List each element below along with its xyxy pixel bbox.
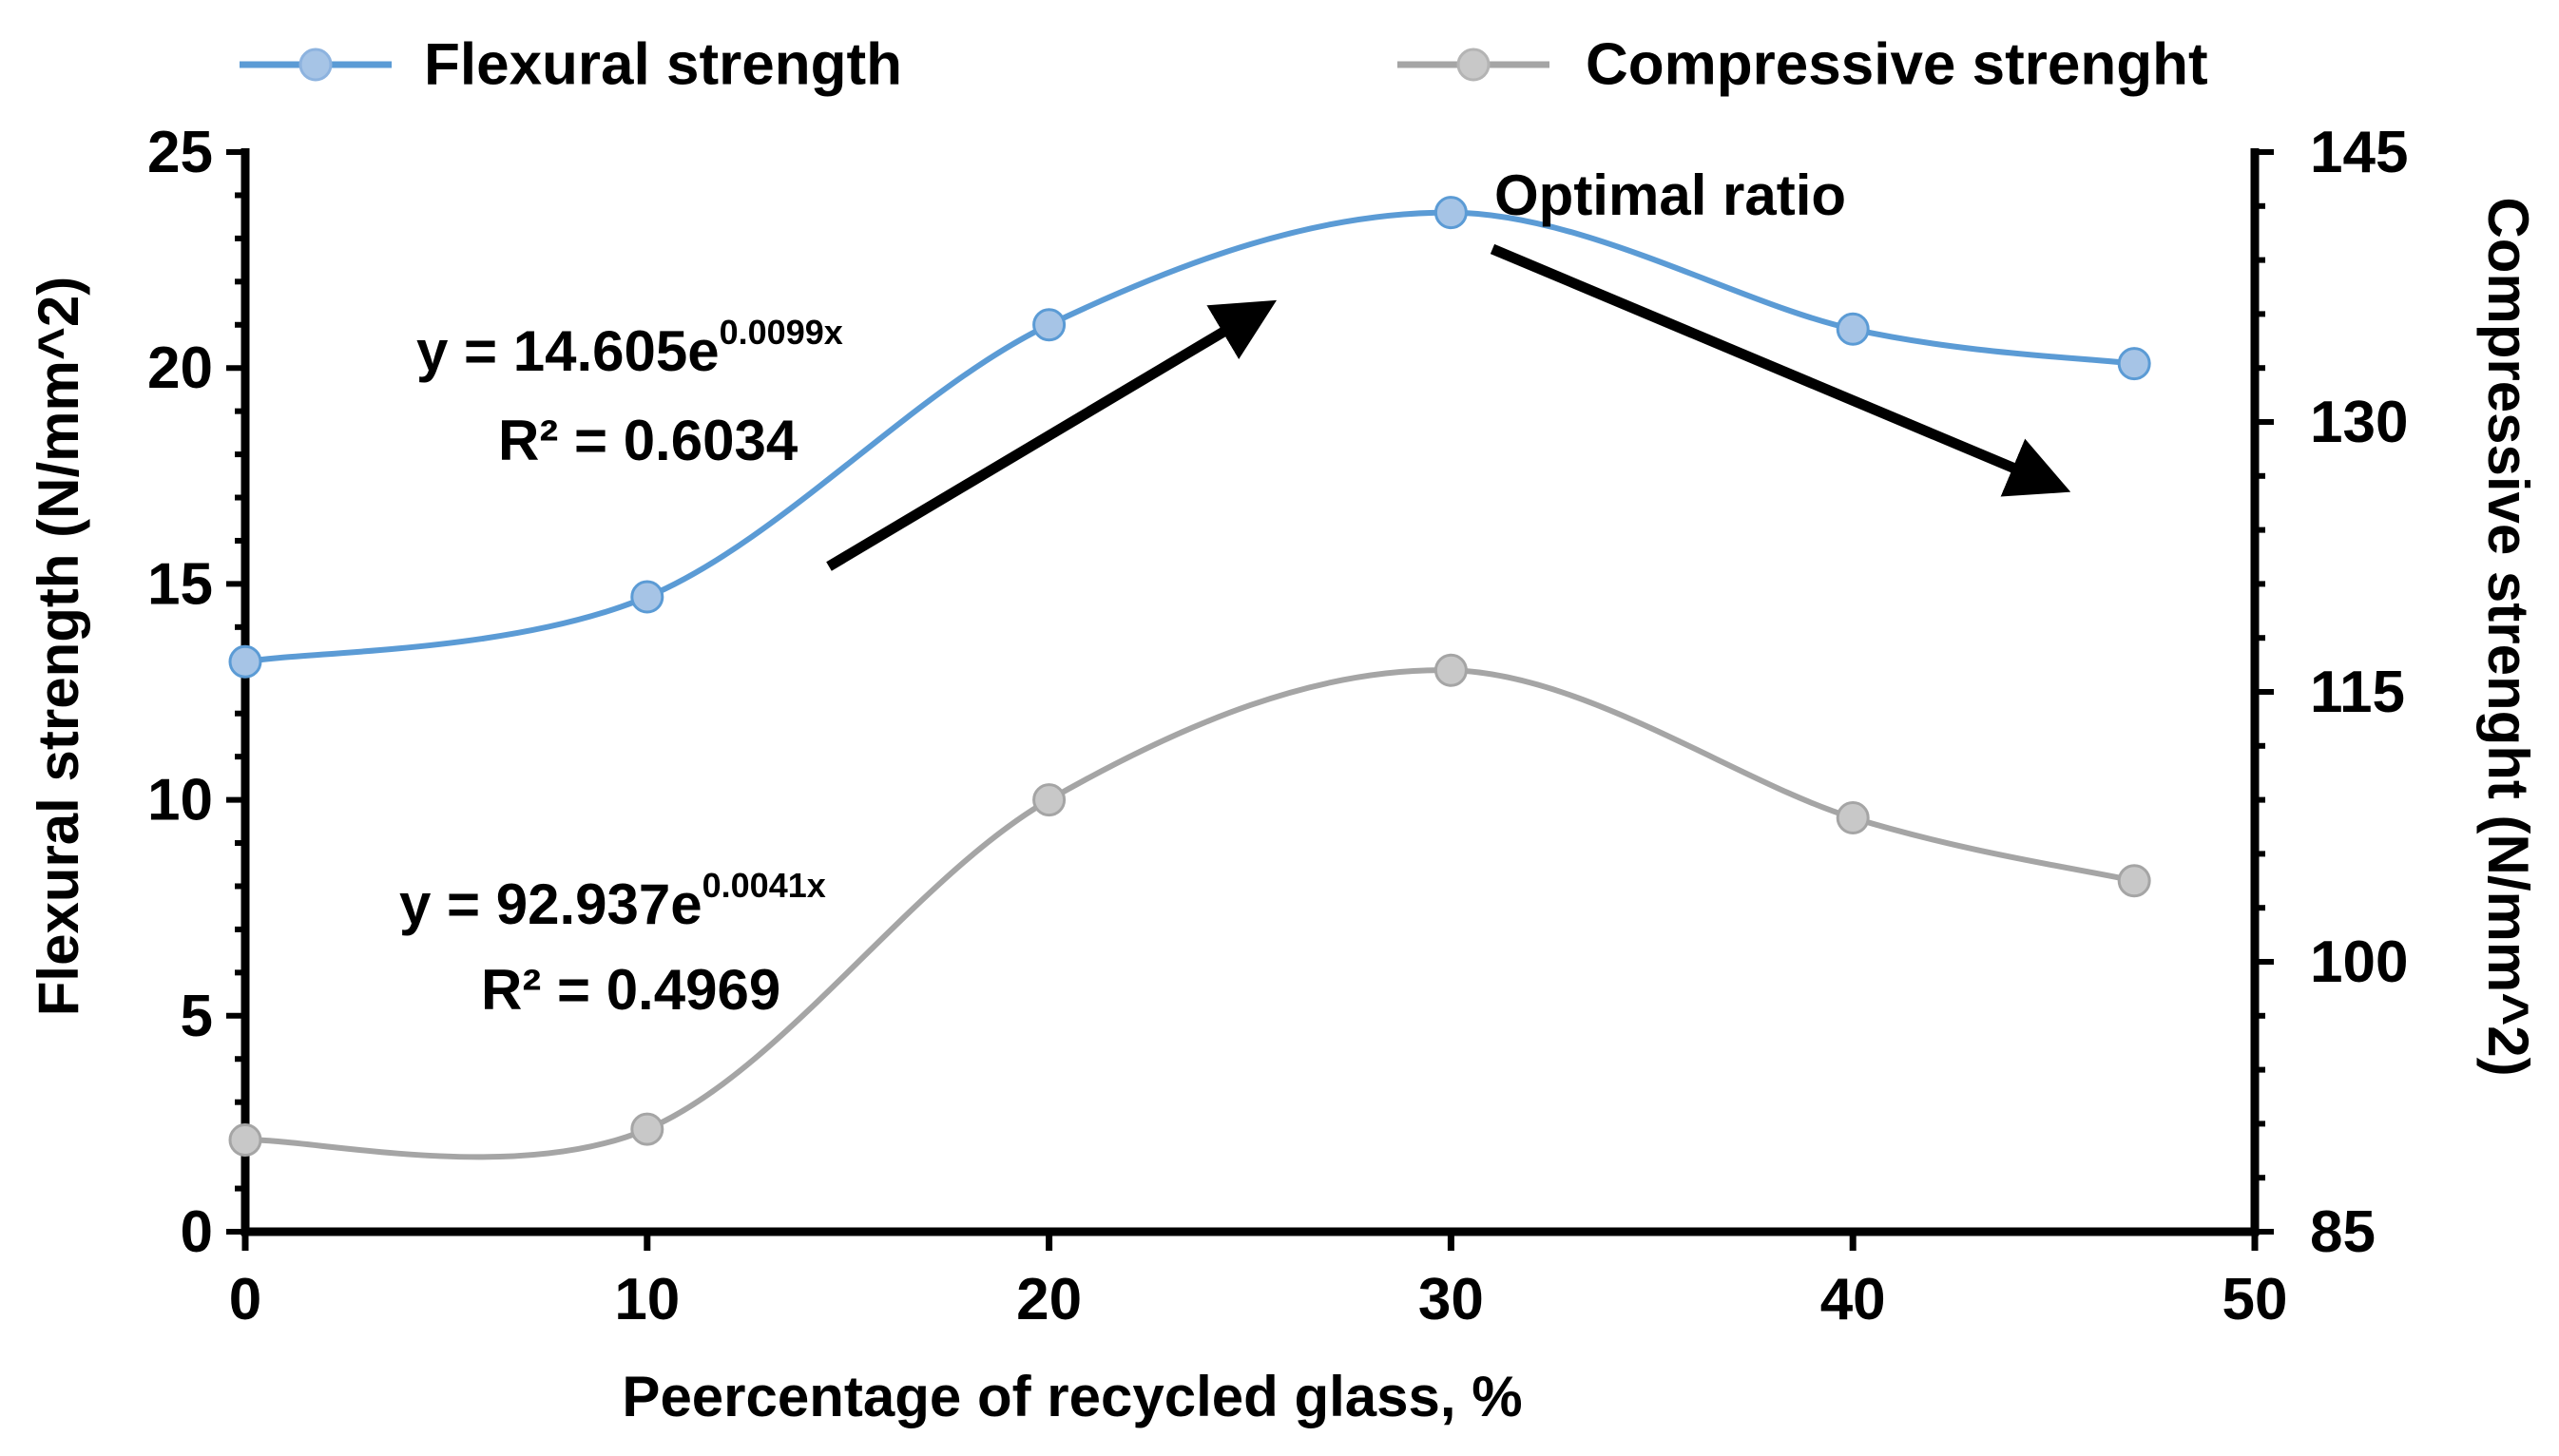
arrow-decreasing: [1490, 243, 2071, 497]
y-axis-title: Flexural strength (N/mm^2): [27, 277, 90, 1017]
flexural-fit-annotation: y = 14.605e0.0099x R² = 0.6034: [416, 313, 843, 472]
legend-compressive-label: Compressive strenght: [1586, 31, 2208, 97]
x-tick-label: 30: [1418, 1267, 1484, 1332]
y2-axis-title: Compressive strenght (N/mm^2): [2476, 197, 2540, 1076]
legend-flexural-marker: [298, 48, 333, 82]
x-tick-label: 40: [1820, 1267, 1886, 1332]
points: [228, 196, 2151, 1157]
ticks: 0 10 20 30 40 50 0 5 10 15 20 25 85 100 115 130 145: [147, 120, 2408, 1332]
flexural-fit-exponent: 0.0099x: [720, 313, 843, 352]
compressive-point: [1836, 801, 1870, 835]
legend-compressive-marker: [1456, 48, 1491, 82]
flexural-fit-prefix: y = 14.605e: [416, 319, 720, 383]
x-tick-label: 20: [1016, 1267, 1082, 1332]
optimal-ratio-label: Optimal ratio: [1494, 163, 1846, 227]
x-tick-label: 50: [2222, 1267, 2288, 1332]
y-tick-label: 15: [147, 551, 213, 617]
flexural-point: [2117, 347, 2151, 381]
y-tick-label: 20: [147, 335, 213, 401]
compressive-point: [228, 1122, 262, 1157]
flexural-point: [1433, 196, 1468, 230]
y2-tick-label: 145: [2310, 120, 2408, 185]
arrow-increasing: [826, 299, 1278, 571]
flexural-fit-r2: R² = 0.6034: [498, 409, 798, 472]
flexural-fit-equation: y = 14.605e0.0099x: [416, 313, 843, 383]
x-tick-label: 0: [229, 1267, 261, 1332]
legend-flexural-label: Flexural strength: [424, 31, 902, 97]
compressive-fit-r2: R² = 0.4969: [481, 958, 780, 1022]
y-tick-label: 5: [181, 984, 213, 1049]
y2-tick-label: 85: [2310, 1199, 2376, 1265]
y2-tick-label: 130: [2310, 390, 2408, 455]
flexural-point: [630, 580, 664, 614]
x-tick-label: 10: [614, 1267, 680, 1332]
y2-tick-label: 100: [2310, 929, 2408, 995]
y-tick-label: 25: [147, 120, 213, 185]
y-tick-label: 10: [147, 768, 213, 833]
flexural-point: [1836, 312, 1870, 346]
compressive-fit-exponent: 0.0041x: [702, 866, 826, 905]
compressive-point: [1433, 653, 1468, 687]
y2-tick-label: 115: [2310, 660, 2405, 725]
compressive-point: [2117, 864, 2151, 898]
x-axis-title: Peercentage of recycled glass, %: [622, 1365, 1522, 1428]
compressive-fit-prefix: y = 92.937e: [399, 872, 702, 936]
flexural-point: [1032, 308, 1067, 342]
compressive-point: [630, 1112, 664, 1146]
legend: Flexural strength Compressive strenght: [240, 31, 2208, 97]
compressive-point: [1032, 783, 1067, 817]
compressive-fit-annotation: y = 92.937e0.0041x R² = 0.4969: [399, 866, 826, 1022]
compressive-fit-equation: y = 92.937e0.0041x: [399, 866, 826, 936]
y-tick-label: 0: [181, 1199, 213, 1265]
flexural-point: [228, 644, 262, 679]
